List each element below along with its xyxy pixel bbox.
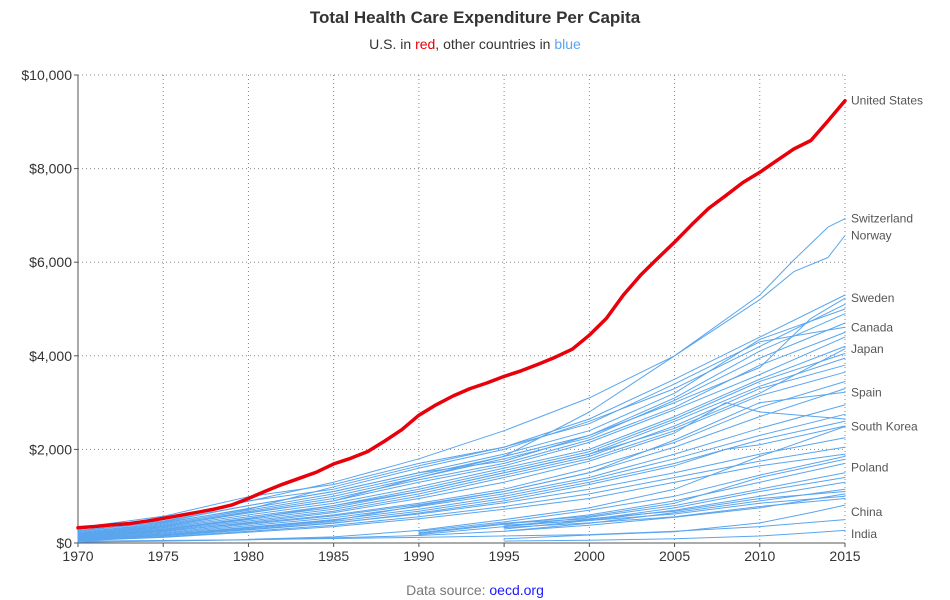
x-tick-label: 1995 <box>489 548 520 564</box>
country-label: Poland <box>851 461 888 475</box>
series-line <box>77 381 846 538</box>
country-label: Japan <box>851 342 884 356</box>
x-tick-label: 2005 <box>659 548 690 564</box>
country-label: China <box>851 505 883 519</box>
series-line <box>77 313 846 533</box>
series-line <box>77 453 846 542</box>
country-label: India <box>851 527 877 541</box>
x-tick-label: 1980 <box>233 548 264 564</box>
series-line <box>77 322 846 534</box>
series-line <box>77 294 846 529</box>
y-tick-label: $10,000 <box>21 67 72 83</box>
series-line <box>418 455 846 532</box>
series-line <box>77 388 846 539</box>
series-line <box>77 413 846 540</box>
series-line <box>503 495 846 526</box>
series-line <box>77 345 846 536</box>
series-line <box>503 488 846 532</box>
country-label: Norway <box>851 229 892 243</box>
subtitle-middle: , other countries in <box>435 36 555 52</box>
y-tick-label: $6,000 <box>29 254 72 270</box>
series-line <box>77 331 846 535</box>
series-line <box>77 357 846 536</box>
series-line <box>418 458 846 534</box>
subtitle-prefix: U.S. in <box>369 36 416 52</box>
x-tick-label: 1990 <box>403 548 434 564</box>
series-line <box>418 462 846 535</box>
series-line <box>77 235 846 536</box>
subtitle-red-word: red <box>415 36 436 52</box>
series-line <box>418 477 846 536</box>
x-tick-label: 2000 <box>574 548 605 564</box>
series-line <box>77 371 846 537</box>
series-line <box>247 426 846 540</box>
series-line <box>503 504 846 540</box>
x-tick-label: 1985 <box>318 548 349 564</box>
x-tick-label: 2010 <box>744 548 775 564</box>
chart-title: Total Health Care Expenditure Per Capita <box>309 8 641 27</box>
series-line <box>77 446 846 541</box>
series-line <box>77 336 846 535</box>
x-tick-label: 2015 <box>829 548 860 564</box>
x-tick-label: 1970 <box>62 548 93 564</box>
series-line <box>503 481 846 530</box>
country-label: South Korea <box>851 419 918 433</box>
y-tick-label: $0 <box>56 535 72 551</box>
series-line <box>503 491 846 524</box>
series-line <box>77 437 846 540</box>
series-line <box>77 297 846 530</box>
series-line <box>77 353 846 536</box>
series-line <box>77 404 846 539</box>
series-line <box>77 519 846 542</box>
x-tick-label: 1975 <box>148 548 179 564</box>
series-line <box>503 529 846 542</box>
subtitle-blue-word: blue <box>554 36 581 52</box>
source-prefix: Data source: <box>406 582 490 598</box>
y-tick-label: $2,000 <box>29 441 72 457</box>
chart-subtitle: U.S. in red, other countries in blue <box>0 36 950 52</box>
country-label: Sweden <box>851 291 894 305</box>
y-tick-label: $4,000 <box>29 348 72 364</box>
series-line <box>77 308 846 532</box>
y-tick-label: $8,000 <box>29 161 72 177</box>
data-source: Data source: oecd.org <box>0 582 950 598</box>
country-label: Spain <box>851 385 882 399</box>
series-line <box>77 402 846 538</box>
country-label: Canada <box>851 320 893 334</box>
country-label: Switzerland <box>851 212 913 226</box>
source-link[interactable]: oecd.org <box>489 582 544 598</box>
series-line-us <box>76 98 847 530</box>
country-label: United States <box>851 94 923 108</box>
